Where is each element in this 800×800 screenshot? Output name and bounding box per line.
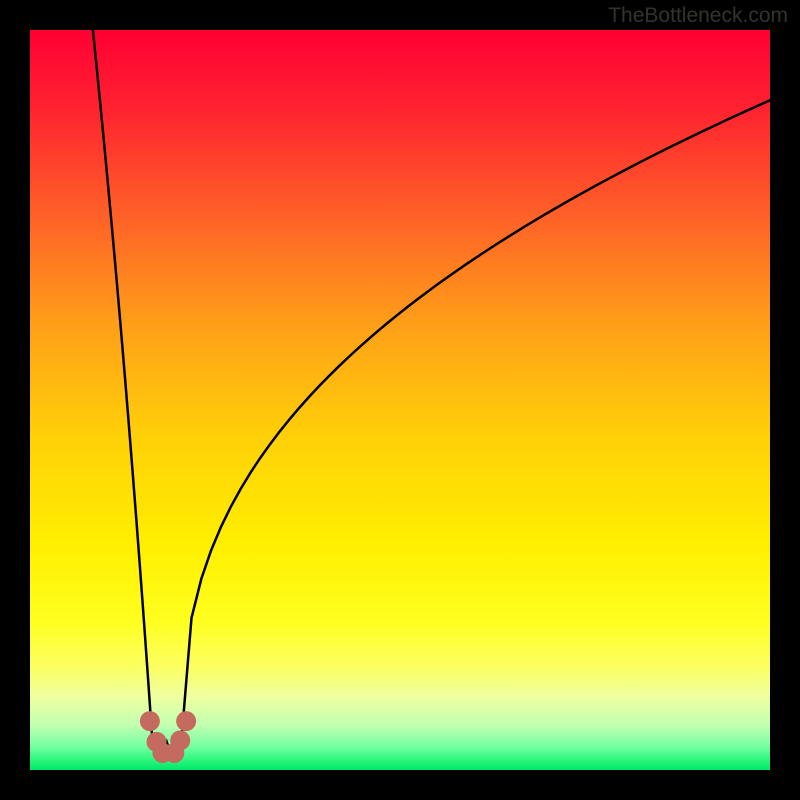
chart-root: TheBottleneck.com	[0, 0, 800, 800]
dip-marker	[140, 711, 160, 731]
dip-marker	[176, 711, 196, 731]
dip-marker	[170, 730, 190, 750]
watermark-text: TheBottleneck.com	[608, 4, 788, 28]
bottleneck-chart-svg	[0, 0, 800, 800]
